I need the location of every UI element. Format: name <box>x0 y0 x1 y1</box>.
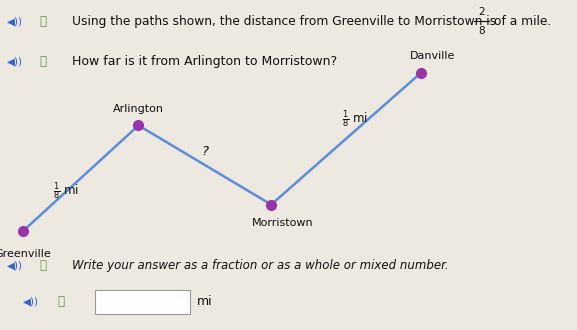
FancyBboxPatch shape <box>95 290 190 314</box>
Text: of a mile.: of a mile. <box>494 15 552 28</box>
Text: 2: 2 <box>478 7 485 16</box>
Text: Write your answer as a fraction or as a whole or mixed number.: Write your answer as a fraction or as a … <box>72 259 449 272</box>
Text: ㊟: ㊟ <box>58 295 65 309</box>
Text: $\frac{1}{8}$ mi: $\frac{1}{8}$ mi <box>53 181 80 202</box>
Text: Greenville: Greenville <box>0 249 51 259</box>
Text: ?: ? <box>201 145 208 158</box>
Text: ◀)): ◀)) <box>23 297 39 307</box>
Text: mi: mi <box>197 295 213 309</box>
Text: Using the paths shown, the distance from Greenville to Morristown is: Using the paths shown, the distance from… <box>72 15 496 28</box>
Text: How far is it from Arlington to Morristown?: How far is it from Arlington to Morristo… <box>72 54 337 68</box>
Text: ㊟: ㊟ <box>39 54 46 68</box>
Text: ◀)): ◀)) <box>7 261 23 271</box>
Text: 8: 8 <box>478 26 485 36</box>
Text: Arlington: Arlington <box>113 104 164 114</box>
Text: ◀)): ◀)) <box>7 56 23 66</box>
Text: ㊟: ㊟ <box>39 15 46 28</box>
Text: $\frac{1}{8}$ mi: $\frac{1}{8}$ mi <box>342 108 368 130</box>
Text: Danville: Danville <box>410 51 455 61</box>
Text: ㊟: ㊟ <box>39 259 46 272</box>
Text: Morristown: Morristown <box>252 218 313 228</box>
Text: ◀)): ◀)) <box>7 16 23 26</box>
